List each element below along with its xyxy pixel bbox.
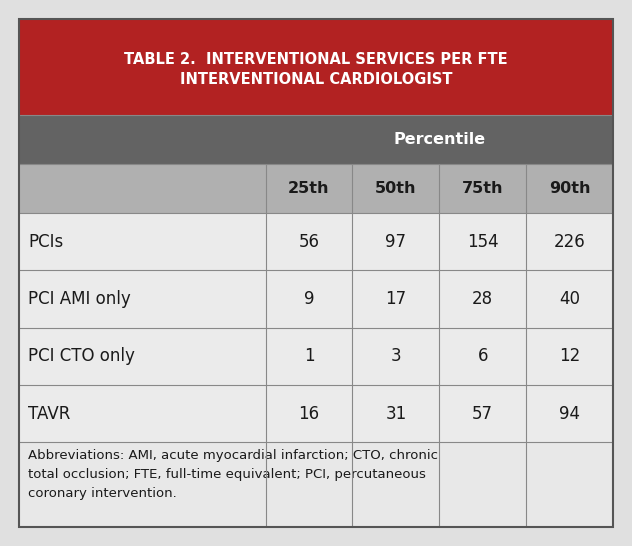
Text: Percentile: Percentile <box>393 132 485 147</box>
Text: 154: 154 <box>467 233 499 251</box>
Text: 97: 97 <box>386 233 406 251</box>
Bar <box>19 385 613 442</box>
Text: 17: 17 <box>386 290 406 308</box>
Bar <box>19 19 613 115</box>
Text: TAVR: TAVR <box>28 405 71 423</box>
Text: 50th: 50th <box>375 181 416 196</box>
Text: 94: 94 <box>559 405 580 423</box>
Text: Abbreviations: AMI, acute myocardial infarction; CTO, chronic
total occlusion; F: Abbreviations: AMI, acute myocardial inf… <box>28 449 439 500</box>
Text: 12: 12 <box>559 347 580 365</box>
Bar <box>19 442 613 527</box>
Text: INTERVENTIONAL CARDIOLOGIST: INTERVENTIONAL CARDIOLOGIST <box>179 72 453 87</box>
Text: 6: 6 <box>477 347 488 365</box>
Text: PCI AMI only: PCI AMI only <box>28 290 131 308</box>
Text: 57: 57 <box>472 405 493 423</box>
Text: 16: 16 <box>298 405 320 423</box>
Text: 31: 31 <box>386 405 406 423</box>
Text: 9: 9 <box>304 290 314 308</box>
Bar <box>19 115 613 164</box>
Text: TABLE 2.  INTERVENTIONAL SERVICES PER FTE: TABLE 2. INTERVENTIONAL SERVICES PER FTE <box>124 52 508 67</box>
Text: 226: 226 <box>554 233 585 251</box>
Text: PCI CTO only: PCI CTO only <box>28 347 135 365</box>
Text: 56: 56 <box>298 233 319 251</box>
Bar <box>19 213 613 270</box>
Text: 40: 40 <box>559 290 580 308</box>
Text: 90th: 90th <box>549 181 590 196</box>
Text: 25th: 25th <box>288 181 330 196</box>
Bar <box>19 328 613 385</box>
Text: 28: 28 <box>472 290 494 308</box>
Bar <box>19 270 613 328</box>
Text: 75th: 75th <box>462 181 504 196</box>
Text: PCIs: PCIs <box>28 233 64 251</box>
Bar <box>19 164 613 213</box>
Text: 1: 1 <box>303 347 314 365</box>
Text: 3: 3 <box>391 347 401 365</box>
